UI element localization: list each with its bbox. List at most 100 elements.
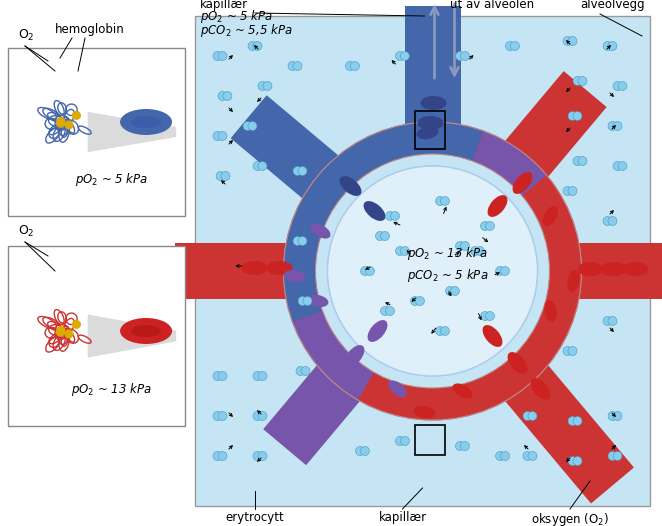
Ellipse shape	[388, 381, 406, 398]
Text: kapillær: kapillær	[379, 511, 426, 524]
Circle shape	[263, 82, 272, 90]
Text: kapillær: kapillær	[200, 0, 248, 11]
Ellipse shape	[427, 100, 440, 105]
Text: $p$CO$_2$ ~ 5,5 kPa: $p$CO$_2$ ~ 5,5 kPa	[200, 22, 293, 39]
Circle shape	[385, 211, 395, 220]
Text: $p$CO$_2$ ~ 5 kPa: $p$CO$_2$ ~ 5 kPa	[406, 267, 489, 284]
Circle shape	[455, 52, 465, 60]
Circle shape	[293, 62, 302, 70]
Circle shape	[440, 197, 449, 206]
Wedge shape	[283, 122, 483, 322]
Circle shape	[613, 82, 622, 90]
Ellipse shape	[622, 262, 649, 276]
Circle shape	[573, 417, 582, 426]
Circle shape	[293, 167, 302, 176]
Circle shape	[218, 132, 227, 140]
Circle shape	[253, 42, 262, 50]
Circle shape	[258, 161, 267, 170]
Circle shape	[496, 267, 504, 276]
Ellipse shape	[350, 351, 359, 361]
Bar	[414, 111, 444, 149]
Circle shape	[416, 297, 424, 306]
Ellipse shape	[363, 201, 385, 221]
Ellipse shape	[543, 206, 558, 226]
Ellipse shape	[420, 96, 446, 110]
Circle shape	[450, 287, 459, 296]
Circle shape	[455, 441, 465, 450]
Circle shape	[608, 317, 617, 326]
Ellipse shape	[242, 261, 267, 275]
Circle shape	[253, 371, 262, 380]
Polygon shape	[230, 95, 340, 200]
Circle shape	[563, 187, 572, 196]
Circle shape	[56, 117, 66, 126]
Circle shape	[223, 92, 232, 100]
Bar	[414, 425, 444, 455]
Ellipse shape	[316, 228, 326, 234]
Circle shape	[328, 166, 538, 376]
Circle shape	[436, 197, 444, 206]
Ellipse shape	[544, 300, 557, 322]
Text: ut av alveolen: ut av alveolen	[450, 0, 534, 11]
Circle shape	[346, 62, 355, 70]
Circle shape	[355, 447, 365, 456]
Circle shape	[528, 451, 537, 460]
Circle shape	[510, 42, 520, 50]
Ellipse shape	[273, 266, 286, 270]
Ellipse shape	[457, 388, 467, 394]
Circle shape	[568, 347, 577, 356]
Circle shape	[56, 119, 65, 128]
Circle shape	[301, 367, 310, 376]
Circle shape	[218, 52, 227, 60]
Polygon shape	[404, 6, 461, 127]
Polygon shape	[577, 243, 662, 299]
Ellipse shape	[513, 358, 522, 368]
Circle shape	[563, 347, 572, 356]
Circle shape	[471, 247, 479, 256]
Circle shape	[72, 111, 81, 120]
Ellipse shape	[512, 172, 532, 194]
Circle shape	[253, 451, 262, 460]
Ellipse shape	[131, 325, 161, 337]
Circle shape	[500, 451, 510, 460]
Text: oksygen (O$_2$): oksygen (O$_2$)	[531, 511, 609, 526]
Circle shape	[446, 287, 455, 296]
Ellipse shape	[488, 331, 497, 341]
Polygon shape	[195, 106, 444, 166]
Circle shape	[573, 457, 582, 466]
Circle shape	[303, 297, 312, 306]
Ellipse shape	[414, 406, 436, 418]
Circle shape	[218, 411, 227, 420]
Circle shape	[568, 457, 577, 466]
Circle shape	[603, 42, 612, 50]
Wedge shape	[283, 122, 483, 322]
Circle shape	[72, 320, 81, 329]
Bar	[195, 16, 650, 506]
Circle shape	[401, 52, 410, 60]
Circle shape	[481, 221, 489, 230]
Circle shape	[350, 62, 359, 70]
Circle shape	[283, 122, 581, 420]
Circle shape	[395, 52, 404, 60]
Ellipse shape	[453, 383, 473, 399]
Circle shape	[568, 36, 577, 46]
Circle shape	[361, 447, 369, 456]
Circle shape	[385, 307, 395, 316]
Ellipse shape	[518, 178, 527, 188]
Polygon shape	[504, 71, 606, 179]
Ellipse shape	[346, 181, 355, 190]
Circle shape	[56, 326, 66, 335]
Ellipse shape	[267, 261, 293, 275]
Circle shape	[365, 267, 375, 276]
Circle shape	[523, 451, 532, 460]
Ellipse shape	[483, 325, 502, 347]
Ellipse shape	[373, 326, 382, 336]
Circle shape	[563, 36, 572, 46]
Text: $p$O$_2$ ~ 13 kPa: $p$O$_2$ ~ 13 kPa	[362, 524, 443, 526]
Ellipse shape	[530, 378, 550, 400]
Ellipse shape	[340, 176, 361, 196]
Ellipse shape	[571, 276, 576, 287]
Circle shape	[461, 241, 469, 250]
Text: O$_2$: O$_2$	[18, 224, 34, 239]
Ellipse shape	[567, 270, 580, 292]
